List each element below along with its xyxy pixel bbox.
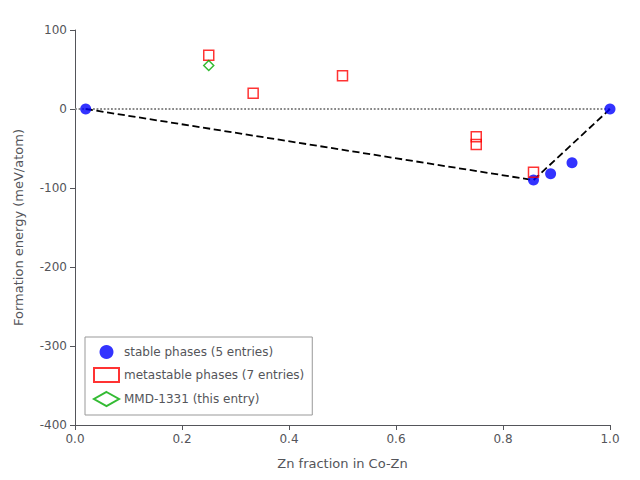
- svg-text:-100: -100: [40, 181, 67, 195]
- svg-text:100: 100: [44, 23, 67, 37]
- svg-text:0: 0: [59, 102, 67, 116]
- svg-text:-400: -400: [40, 418, 67, 432]
- svg-text:-300: -300: [40, 339, 67, 353]
- svg-text:stable phases (5 entries): stable phases (5 entries): [124, 345, 273, 359]
- svg-text:Formation energy (meV/atom): Formation energy (meV/atom): [11, 129, 26, 326]
- svg-text:0.2: 0.2: [172, 432, 191, 446]
- svg-text:0.0: 0.0: [65, 432, 84, 446]
- svg-text:metastable phases (7 entries): metastable phases (7 entries): [124, 368, 304, 382]
- svg-text:MMD-1331 (this entry): MMD-1331 (this entry): [124, 392, 259, 406]
- svg-text:-200: -200: [40, 260, 67, 274]
- svg-text:Zn fraction in Co-Zn: Zn fraction in Co-Zn: [277, 456, 407, 471]
- svg-text:0.4: 0.4: [279, 432, 298, 446]
- svg-text:0.6: 0.6: [386, 432, 405, 446]
- svg-text:1.0: 1.0: [600, 432, 619, 446]
- svg-text:0.8: 0.8: [493, 432, 512, 446]
